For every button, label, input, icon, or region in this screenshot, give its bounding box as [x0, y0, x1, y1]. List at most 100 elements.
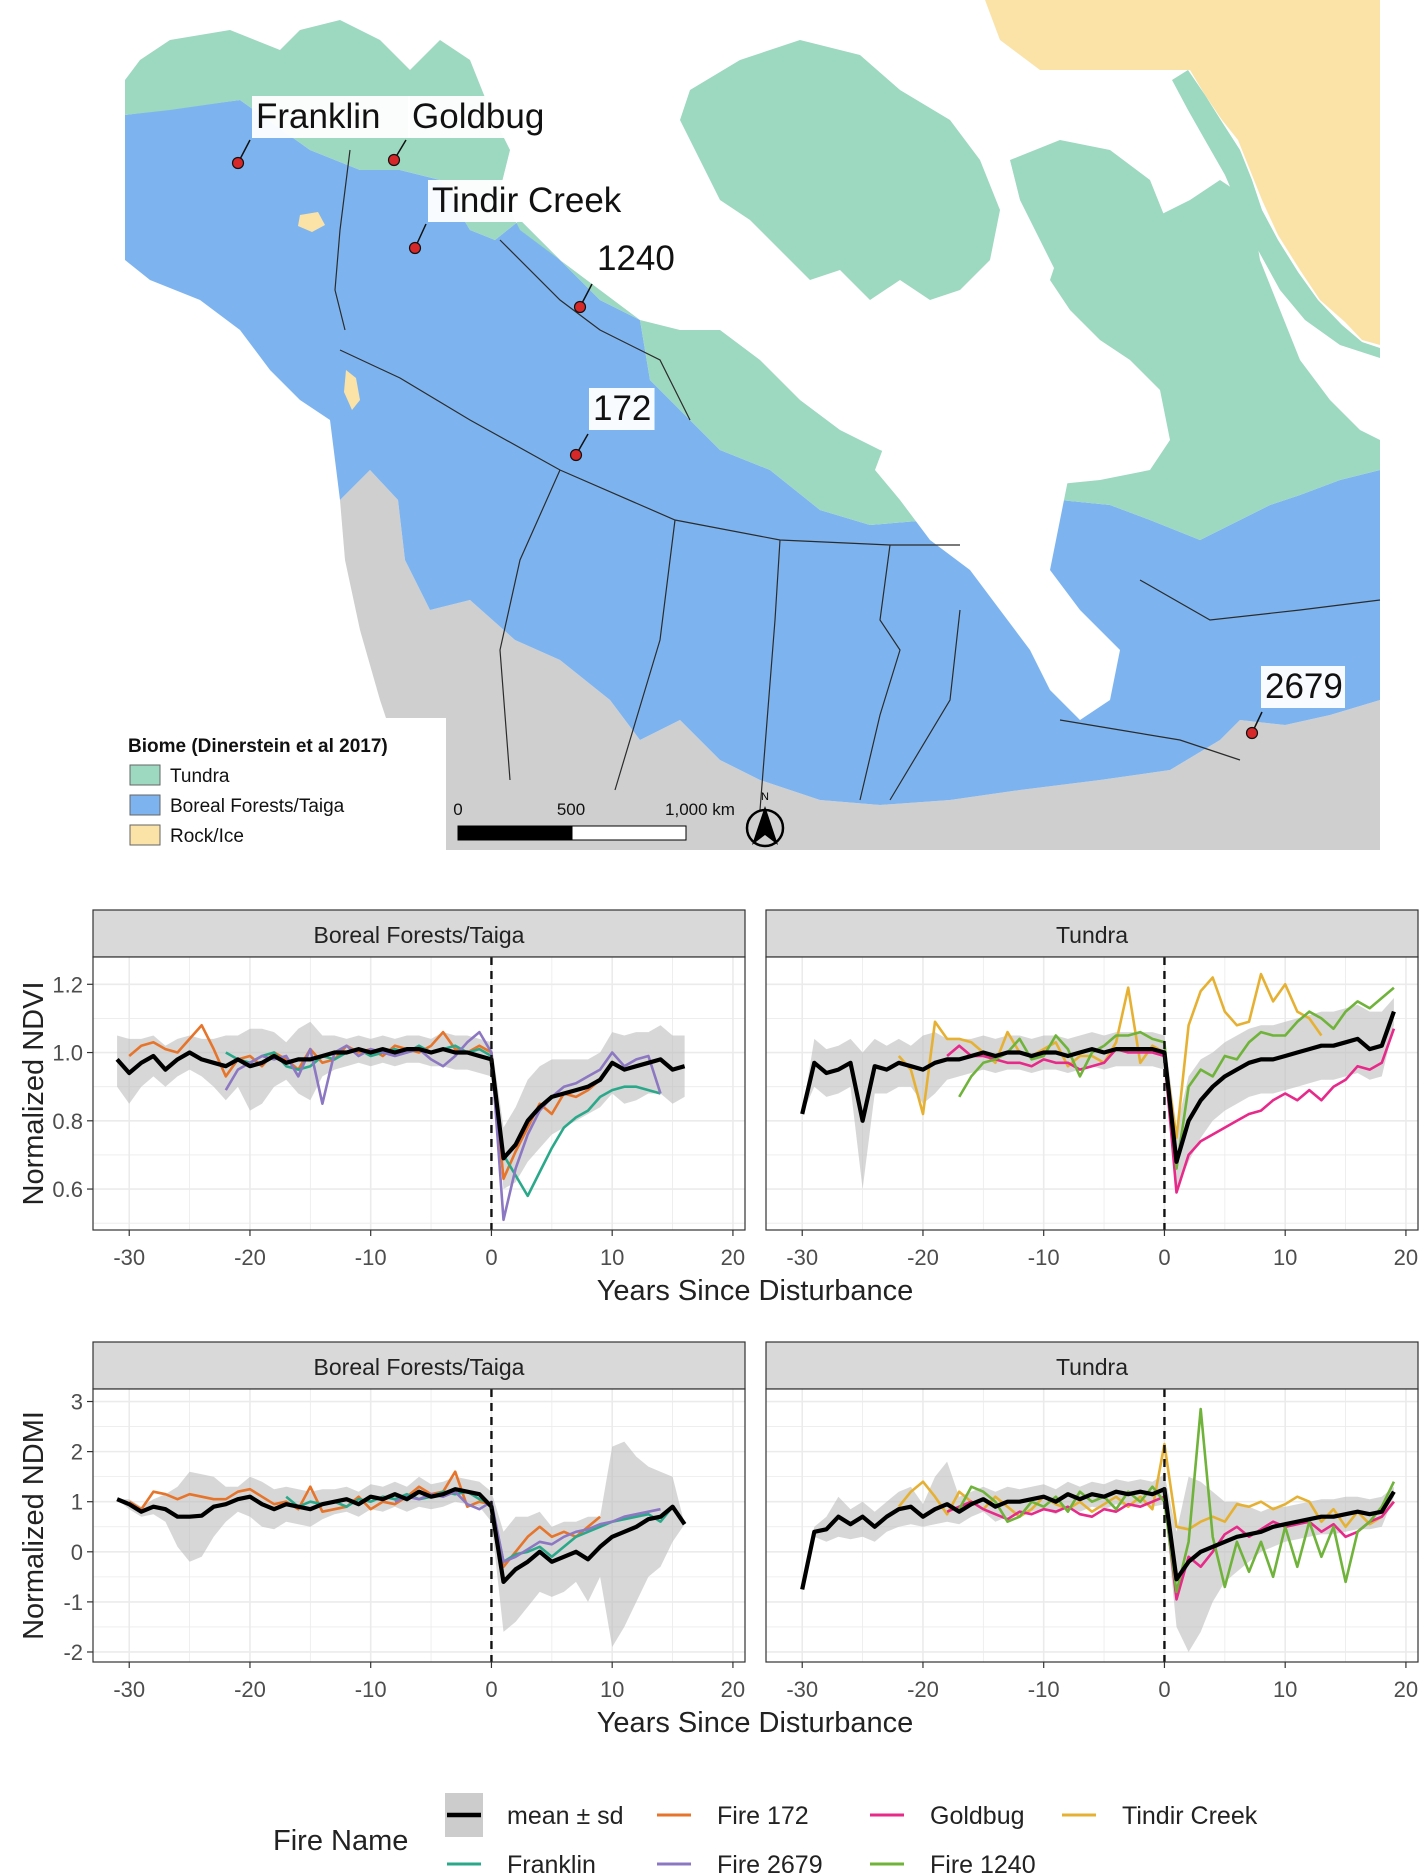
x-tick-label: 10: [600, 1245, 624, 1270]
x-tick-label: 20: [1394, 1245, 1418, 1270]
panel-border: [765, 956, 1419, 1231]
series-line-mean: [800, 1010, 1396, 1164]
site-markers: Franklin Goldbug Tindir Creek 1240 172 2679: [231, 96, 1345, 740]
site-label-bg-172: [589, 388, 655, 430]
site-label-172: 172: [593, 389, 651, 428]
y-tick-label: 3: [71, 1390, 83, 1415]
y-axis-label: Normalized NDVI: [18, 982, 50, 1206]
chart-normalized-ndvi: Normalized NDVI Years Since Disturbance Bo…: [18, 909, 1419, 1307]
legend-label: Goldbug: [930, 1802, 1025, 1830]
x-tick-label: -30: [786, 1677, 818, 1702]
chart-area: Normalized NDVI Years Since Disturbance Bo…: [18, 909, 1419, 1739]
site-marker-franklin: [231, 156, 245, 170]
panel-border: [765, 1388, 1419, 1663]
x-tick-label: 20: [721, 1245, 745, 1270]
panel-strip-label: Tundra: [1056, 922, 1128, 948]
legend-label: Fire 1240: [930, 1851, 1036, 1876]
north-arrow: N: [745, 791, 785, 848]
panel-border: [92, 1388, 746, 1663]
site-label-bg-tindir-creek: [428, 180, 660, 222]
legend-item-franklin: Franklin: [447, 1851, 596, 1876]
x-tick-label: -30: [786, 1245, 818, 1270]
legend-item-goldbug: Goldbug: [870, 1802, 1025, 1830]
rock-ice-patch-alaska: [298, 212, 325, 232]
legend-swatch-rock-ice: [129, 824, 161, 846]
legend-label-tundra: Tundra: [170, 766, 230, 787]
chart-normalized-ndmi: Normalized NDMI Years Since Disturbance Bo…: [18, 1341, 1419, 1739]
rock-ice-greenland: [985, 0, 1380, 345]
y-tick-label: 0.8: [52, 1109, 83, 1134]
panel-tundra: Tundra -30 -20 -10 0 10 20: [765, 1341, 1419, 1702]
x-tick-label: -10: [355, 1245, 387, 1270]
panel-boreal-forests-taiga: Boreal Forests/Taiga -30 -20 -10 0 10 20 0.6 0.8…: [52, 909, 746, 1270]
series-line-fire-1240: [958, 986, 1395, 1170]
site-marker-1240: [573, 300, 587, 314]
x-tick-label: 0: [485, 1245, 497, 1270]
legend-label-boreal: Boreal Forests/Taiga: [170, 796, 345, 817]
panel-strip-label: Boreal Forests/Taiga: [314, 1354, 525, 1380]
y-tick-label: 1.2: [52, 972, 83, 997]
legend-label: Fire 2679: [717, 1851, 823, 1876]
y-axis-label: Normalized NDMI: [18, 1411, 50, 1640]
y-tick-label: 1.0: [52, 1041, 83, 1066]
x-tick-label: -20: [907, 1677, 939, 1702]
legend-label-rock-ice: Rock/Ice: [170, 826, 244, 847]
y-tick-label: -1: [63, 1590, 83, 1615]
panel-tundra: Tundra -30 -20 -10 0 10 20: [765, 909, 1419, 1270]
x-tick-label: 10: [600, 1677, 624, 1702]
x-tick-label: 10: [1273, 1245, 1297, 1270]
panel-boreal-forests-taiga: Boreal Forests/Taiga-30 -20 -10 0 10 20-2-101…: [63, 1341, 746, 1702]
y-tick-label: 2: [71, 1440, 83, 1465]
y-tick-label: 1: [71, 1490, 83, 1515]
site-marker-goldbug: [387, 153, 401, 167]
x-axis-label: Years Since Disturbance: [597, 1275, 914, 1307]
site-marker-2679: [1245, 726, 1259, 740]
tundra-arctic-islands: [680, 40, 1000, 300]
legend-item-fire-172: Fire 172: [657, 1802, 809, 1830]
sd-ribbon: [117, 1441, 685, 1647]
site-label-bg-franklin: [252, 96, 410, 138]
scale-tick-0: 0: [453, 800, 462, 819]
panel-strip: [765, 1341, 1419, 1390]
x-tick-label: -20: [234, 1677, 266, 1702]
site-label-tindir-creek: Tindir Creek: [432, 181, 622, 220]
legend-swatch-tundra: [129, 764, 161, 786]
series-line-mean: [115, 1047, 686, 1161]
site-label-2679: 2679: [1265, 667, 1343, 706]
x-tick-label: -30: [113, 1245, 145, 1270]
biome-map: Franklin Goldbug Tindir Creek 1240 172 2679 B…: [118, 0, 1381, 850]
x-tick-label: 20: [1394, 1677, 1418, 1702]
scale-segment-black: [457, 825, 573, 841]
y-tick-label: 0.6: [52, 1177, 83, 1202]
hudson-bay: [875, 320, 1120, 720]
legend-item-tindir-creek: Tindir Creek: [1062, 1802, 1258, 1830]
province-borders: [334, 149, 1381, 811]
x-tick-label: -20: [907, 1245, 939, 1270]
map-legend-title: Biome (Dinerstein et al 2017): [128, 736, 388, 757]
x-tick-label: -30: [113, 1677, 145, 1702]
site-marker-172: [569, 448, 583, 462]
rock-ice-patch-coast: [344, 370, 360, 410]
scale-segment-white: [571, 825, 687, 841]
panel-strip-label: Tundra: [1056, 1354, 1128, 1380]
x-tick-label: -10: [1028, 1677, 1060, 1702]
site-label-bg-1240: [593, 238, 677, 280]
x-axis-label: Years Since Disturbance: [597, 1707, 914, 1739]
panel-border: [92, 956, 746, 1231]
north-arrow-icon: [752, 806, 778, 845]
site-marker-tindir-creek: [408, 241, 422, 255]
legend-label: Fire 172: [717, 1802, 809, 1830]
x-tick-label: 0: [485, 1677, 497, 1702]
land-outside-biomes: [340, 470, 1380, 850]
series-line-fire-2679: [224, 1030, 662, 1222]
scale-bar: 0 500 1,000 km: [453, 800, 735, 841]
series-line-mean: [116, 1487, 687, 1584]
legend-item-fire-1240: Fire 1240: [870, 1851, 1036, 1876]
site-label-1240: 1240: [597, 239, 675, 278]
series-line-fire-1240: [958, 1407, 1396, 1594]
map-legend-box: [118, 718, 446, 850]
tundra-greenland-coast: [1172, 70, 1380, 358]
panel-strip: [92, 1341, 746, 1390]
series-line-fire-172: [128, 1470, 601, 1569]
x-tick-label: 10: [1273, 1677, 1297, 1702]
